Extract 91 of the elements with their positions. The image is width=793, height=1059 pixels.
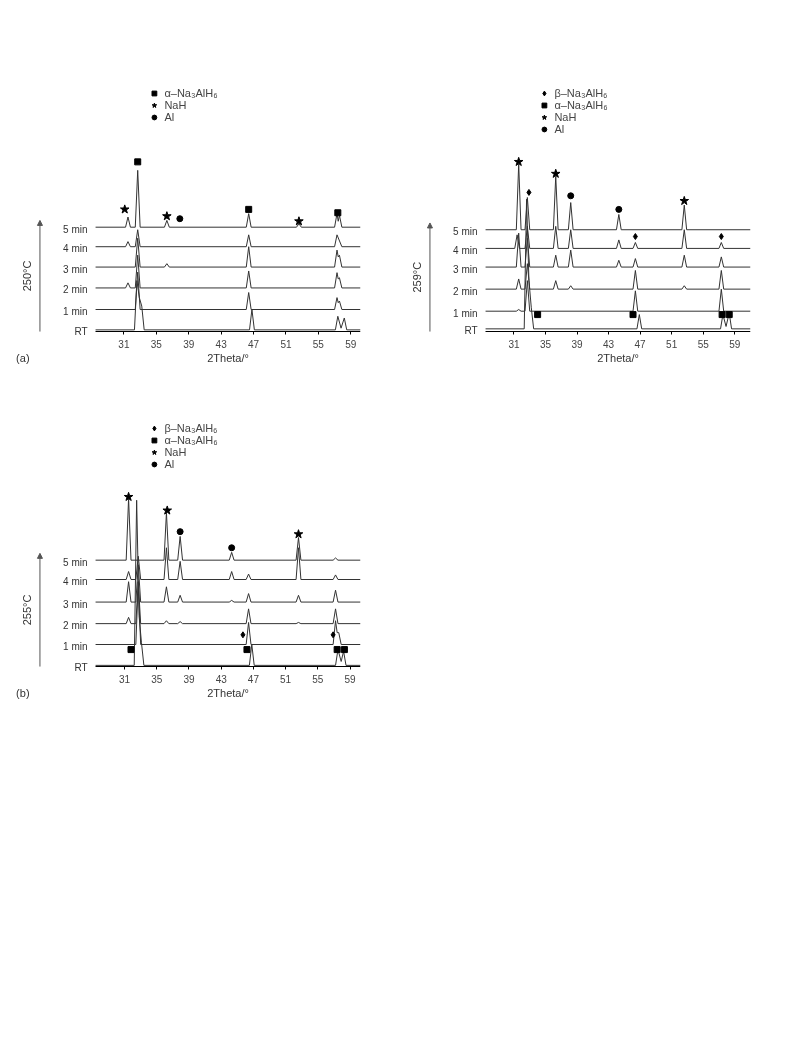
- x-tick-label: 51: [280, 338, 292, 350]
- x-tick-label: 55: [312, 338, 325, 350]
- y-axis-title: 259°C: [410, 261, 423, 293]
- point: [240, 631, 246, 639]
- point: [334, 209, 342, 217]
- x-axis-title: 2Theta/°: [597, 351, 639, 364]
- x-tick-label: 47: [634, 338, 647, 350]
- point: [228, 544, 236, 552]
- x-tick-label: 59: [729, 338, 741, 350]
- series-label: 2 min: [453, 285, 478, 297]
- x-tick-label: 35: [150, 338, 163, 350]
- x-tick-label: 31: [118, 338, 130, 350]
- series-label: 5 min: [453, 226, 478, 238]
- point: [176, 215, 184, 223]
- series-label: 4 min: [63, 576, 88, 588]
- series-label: RT: [464, 325, 478, 337]
- x-tick-label: 43: [215, 673, 228, 685]
- x-axis-title: 2Theta/°: [207, 351, 249, 364]
- series-label: 4 min: [63, 243, 88, 255]
- y-axis-title: 255°C: [20, 594, 33, 626]
- point: [162, 211, 172, 221]
- point: [162, 505, 173, 515]
- point: [534, 311, 542, 319]
- series-label: 2 min: [63, 620, 88, 632]
- legend-label: Al: [554, 123, 566, 135]
- point: [718, 233, 724, 241]
- x-tick-label: 43: [215, 338, 228, 350]
- point: [123, 491, 134, 501]
- text: (b): [16, 686, 30, 699]
- point: [679, 195, 690, 206]
- x-tick-label: 35: [539, 338, 552, 350]
- y-axis-title: 250°C: [20, 260, 33, 292]
- legend-label: β–Na₃AlH₆: [554, 87, 608, 99]
- point: [333, 646, 341, 654]
- text: (a): [16, 351, 30, 364]
- x-tick-label: 59: [344, 673, 357, 685]
- x-tick-label: 43: [603, 338, 615, 350]
- point: [725, 311, 733, 319]
- x-tick-label: 31: [119, 673, 131, 685]
- point: [550, 168, 561, 178]
- point: [245, 205, 253, 213]
- legend-label: β–Na₃AlH₆: [164, 422, 218, 434]
- x-tick-label: 39: [571, 338, 584, 350]
- series-label: 3 min: [63, 263, 88, 275]
- legend-label: α–Na₃AlH₆: [554, 99, 608, 111]
- series-label: 3 min: [453, 263, 478, 275]
- series-label: 4 min: [453, 244, 478, 256]
- legend-label: α–Na₃AlH₆: [164, 434, 218, 446]
- point: [176, 528, 184, 536]
- point: [119, 204, 130, 214]
- x-tick-label: 39: [183, 673, 195, 685]
- point: [134, 158, 142, 166]
- point: [629, 311, 637, 319]
- x-tick-label: 31: [508, 338, 520, 350]
- series-label: RT: [74, 326, 88, 338]
- x-tick-label: 51: [280, 673, 292, 685]
- legend-label: NaH: [164, 446, 187, 458]
- point: [632, 233, 638, 241]
- x-tick-label: 55: [312, 673, 324, 685]
- series-label: RT: [74, 661, 88, 673]
- series-label: 1 min: [453, 307, 478, 319]
- x-axis-title: 2Theta/°: [207, 686, 249, 699]
- point: [127, 646, 135, 654]
- point: [718, 311, 726, 319]
- legend-label: Al: [164, 111, 176, 123]
- series-label: 5 min: [63, 556, 88, 568]
- x-tick-label: 47: [248, 338, 260, 350]
- point: [526, 188, 532, 196]
- x-tick-label: 47: [247, 673, 260, 685]
- point: [567, 192, 575, 200]
- legend-label: NaH: [554, 111, 577, 123]
- x-tick-label: 55: [697, 338, 710, 350]
- series-label: 1 min: [63, 306, 88, 317]
- legend-label: Al: [164, 458, 176, 470]
- point: [243, 646, 251, 654]
- point: [340, 646, 348, 654]
- legend-label: NaH: [164, 99, 187, 111]
- series-label: 5 min: [63, 223, 88, 235]
- series-label: 3 min: [63, 598, 88, 610]
- point: [330, 631, 336, 639]
- series-label: 1 min: [63, 641, 88, 652]
- point: [513, 156, 524, 166]
- point: [615, 205, 623, 213]
- point: [294, 216, 304, 226]
- series-label: 2 min: [63, 284, 88, 296]
- x-tick-label: 51: [666, 338, 678, 350]
- x-tick-label: 35: [151, 673, 163, 685]
- x-tick-label: 39: [183, 338, 195, 350]
- x-tick-label: 59: [345, 338, 357, 350]
- point: [293, 529, 304, 539]
- legend-label: α–Na₃AlH₆: [164, 87, 218, 99]
